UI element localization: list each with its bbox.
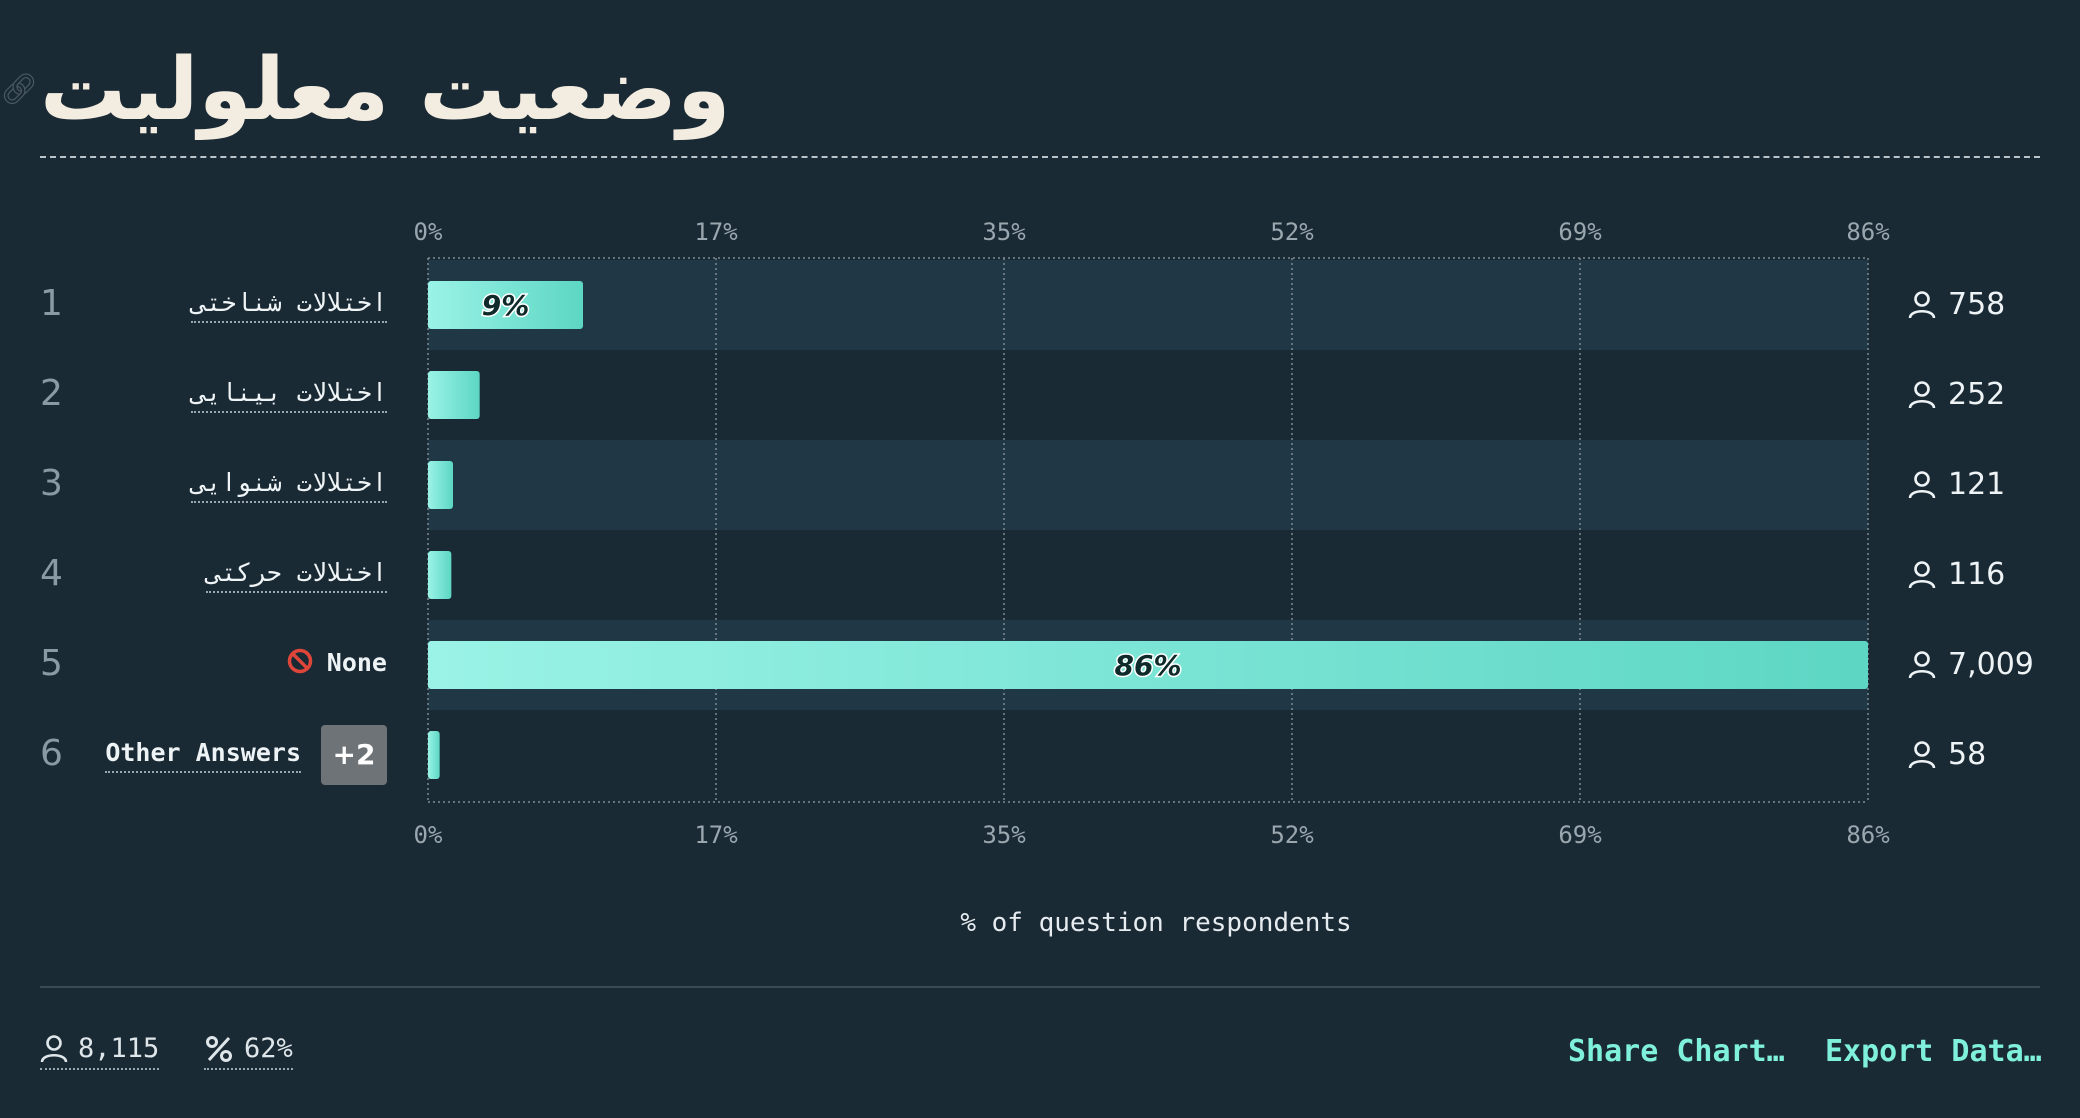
row-number: 5	[40, 643, 63, 684]
total-respondents[interactable]: 8,115	[40, 1033, 160, 1070]
respondent-count: 121	[1908, 467, 2005, 502]
row-number: 4	[40, 553, 63, 594]
row-label[interactable]: اختلالات حرکتی	[206, 558, 387, 593]
row-label[interactable]: اختلالات شنوایی	[191, 468, 387, 503]
person-icon	[1908, 560, 1936, 588]
bar[interactable]	[428, 281, 583, 329]
x-tick-label-top: 0%	[414, 218, 443, 246]
x-tick-label-bottom: 0%	[414, 821, 443, 849]
response-rate[interactable]: 62%	[204, 1033, 293, 1070]
x-tick-label-top: 17%	[694, 218, 738, 246]
person-icon	[1908, 380, 1936, 408]
bar[interactable]	[428, 371, 480, 419]
respondent-count: 116	[1908, 557, 2005, 592]
person-icon	[1908, 290, 1936, 318]
respondent-count: 252	[1908, 377, 2005, 412]
export-data-button[interactable]: Export Data…	[1825, 1034, 2042, 1069]
other-answers-badge[interactable]: +2	[321, 725, 387, 785]
row-number: 6	[40, 733, 63, 774]
share-chart-button[interactable]: Share Chart…	[1568, 1034, 1785, 1069]
no-entry-icon	[287, 648, 313, 680]
x-axis-title: % of question respondents	[960, 908, 1352, 938]
x-tick-label-top: 35%	[982, 218, 1026, 246]
x-tick-label-bottom: 69%	[1558, 821, 1602, 849]
bar[interactable]	[428, 551, 452, 599]
x-tick-label-bottom: 86%	[1846, 821, 1890, 849]
other-answers-label[interactable]: Other Answers	[105, 738, 301, 773]
row-number: 3	[40, 463, 63, 504]
bar[interactable]	[428, 641, 1868, 689]
row-label[interactable]: اختلالات شناختی	[191, 288, 387, 323]
x-tick-label-bottom: 52%	[1270, 821, 1314, 849]
x-tick-label-bottom: 35%	[982, 821, 1026, 849]
person-icon	[1908, 740, 1936, 768]
title-divider	[40, 156, 2040, 158]
total-respondents-value: 8,115	[78, 1033, 160, 1064]
x-tick-label-bottom: 17%	[694, 821, 738, 849]
row-label-none: None	[287, 648, 387, 684]
respondent-count: 58	[1908, 737, 1986, 772]
row-band	[428, 260, 1868, 350]
person-icon	[1908, 470, 1936, 498]
percent-icon	[204, 1034, 234, 1064]
row-number: 2	[40, 373, 63, 414]
bar-value-label: 9%	[482, 289, 530, 322]
x-tick-label-top: 86%	[1846, 218, 1890, 246]
x-tick-label-top: 69%	[1558, 218, 1602, 246]
respondent-count: 7,009	[1908, 647, 2034, 682]
person-icon	[1908, 650, 1936, 678]
x-tick-label-top: 52%	[1270, 218, 1314, 246]
link-icon[interactable]: 🔗︎	[0, 72, 39, 107]
row-number: 1	[40, 283, 63, 324]
page-title: وضعیت معلولیت	[40, 40, 731, 140]
footer-divider	[40, 986, 2040, 988]
bar[interactable]	[428, 461, 453, 509]
bar-value-label: 86%	[1114, 649, 1181, 682]
bar[interactable]	[428, 731, 440, 779]
row-band	[428, 440, 1868, 530]
respondent-count: 758	[1908, 287, 2005, 322]
none-label: None	[326, 648, 387, 677]
response-rate-value: 62%	[244, 1033, 293, 1064]
row-label[interactable]: اختلالات بینایی	[191, 378, 387, 413]
person-icon	[40, 1034, 68, 1064]
